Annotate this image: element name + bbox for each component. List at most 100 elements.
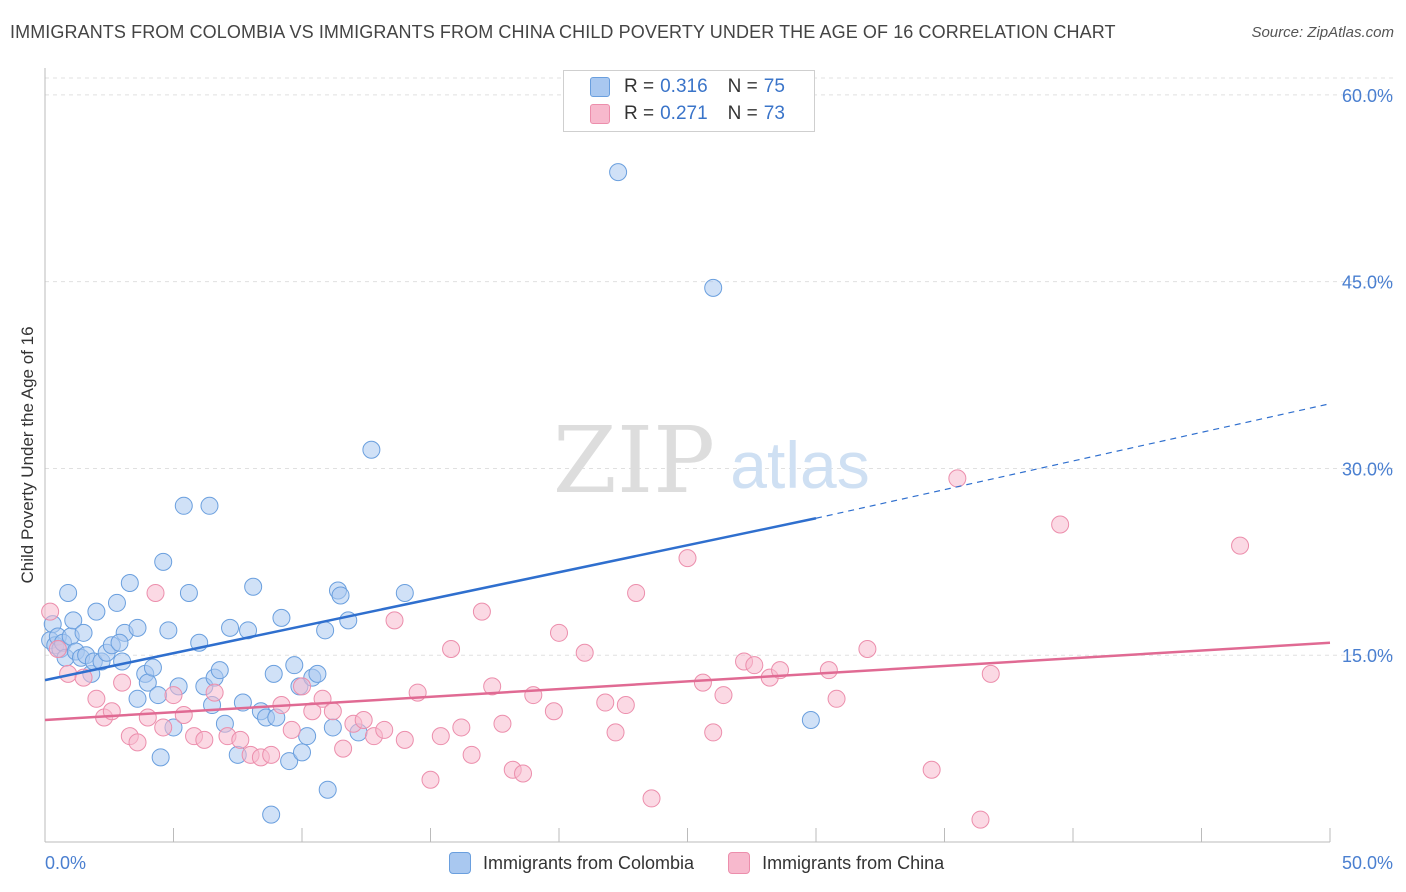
colombia-point [331, 586, 350, 605]
y-axis-label: Child Poverty Under the Age of 16 [18, 326, 37, 584]
chart-source: Source: ZipAtlas.com [1251, 24, 1394, 41]
colombia-point [293, 743, 311, 762]
n-label: N = [727, 76, 758, 97]
data-points [41, 163, 1250, 829]
china-point [472, 602, 491, 621]
china-point [195, 730, 214, 749]
legend-label-china: Immigrants from China [762, 852, 945, 873]
colombia-point [110, 633, 129, 652]
colombia-point [272, 608, 291, 627]
china-point [442, 640, 461, 658]
china-point [544, 702, 563, 721]
china-point [606, 723, 625, 742]
colombia-point [801, 710, 820, 729]
watermark-atlas: atlas [730, 428, 869, 502]
china-point [704, 723, 723, 742]
china-swatch [590, 104, 610, 124]
china-point [128, 733, 147, 752]
colombia-point [316, 621, 335, 640]
legend-item-china[interactable]: Immigrants from China [728, 852, 944, 874]
y-tick-label: 45.0% [1342, 273, 1393, 293]
china-trend-line [44, 641, 1331, 722]
r-label: R = [624, 76, 655, 97]
colombia-point [210, 661, 229, 680]
colombia-point [704, 278, 723, 297]
series-legend: Immigrants from Colombia Immigrants from… [449, 852, 978, 874]
china-point [948, 469, 967, 488]
colombia-trend-line [44, 517, 817, 682]
colombia-point [174, 496, 193, 515]
colombia-point [87, 602, 106, 621]
china-point [48, 640, 67, 658]
colombia-point [120, 574, 139, 593]
china-point [41, 602, 60, 621]
r-value: 0.271 [660, 103, 708, 124]
colombia-point [308, 664, 327, 683]
china-point [164, 686, 183, 705]
china-point [819, 661, 838, 680]
china-point [231, 730, 250, 749]
china-point [493, 714, 512, 733]
china-point [514, 764, 533, 783]
china-point [627, 583, 646, 602]
china-point [323, 702, 342, 721]
r-label: R = [624, 103, 655, 124]
china-point [205, 683, 224, 702]
correlation-legend: R = 0.316 N = 75 R = 0.271 N = 73 [563, 70, 815, 132]
y-tick-label: 60.0% [1342, 86, 1393, 106]
grid-lines [45, 77, 1395, 656]
colombia-point [151, 748, 170, 767]
y-tick-label: 15.0% [1342, 646, 1393, 666]
colombia-trend-extension [815, 403, 1331, 519]
china-point [334, 739, 353, 758]
watermark: ZIP atlas [553, 407, 870, 514]
r-value: 0.316 [660, 76, 708, 97]
china-point [282, 720, 301, 739]
china-point [714, 686, 733, 705]
legend-row-colombia: R = 0.316 N = 75 [590, 75, 785, 99]
n-value: 73 [763, 103, 785, 124]
china-legend-swatch [728, 852, 751, 874]
china-point [616, 696, 635, 715]
colombia-point [179, 583, 198, 602]
y-tick-label: 30.0% [1342, 459, 1393, 479]
china-point [146, 583, 165, 602]
china-point [262, 745, 281, 764]
colombia-point [149, 686, 168, 705]
colombia-point [221, 618, 240, 637]
china-point [154, 718, 173, 737]
legend-label-colombia: Immigrants from Colombia [483, 852, 695, 873]
china-point [827, 689, 846, 708]
china-point [431, 727, 450, 746]
china-point [575, 643, 594, 662]
chart-title: IMMIGRANTS FROM COLOMBIA VS IMMIGRANTS F… [10, 22, 1116, 42]
n-value: 75 [763, 76, 785, 97]
legend-item-colombia[interactable]: Immigrants from Colombia [449, 852, 694, 874]
china-point [87, 689, 106, 708]
colombia-legend-swatch [449, 852, 471, 874]
china-point [452, 718, 471, 737]
n-label: N = [727, 103, 758, 124]
colombia-point [64, 611, 83, 630]
axes [44, 68, 1331, 843]
colombia-point [74, 623, 93, 642]
china-point [293, 677, 311, 696]
china-point [745, 656, 764, 675]
colombia-point [107, 593, 126, 612]
china-point [354, 710, 373, 729]
legend-row-china: R = 0.271 N = 73 [590, 102, 785, 126]
china-point [421, 770, 440, 789]
colombia-point [280, 752, 299, 771]
colombia-point [59, 583, 78, 602]
china-point [462, 745, 481, 764]
china-point [971, 810, 990, 829]
china-point [550, 623, 568, 642]
colombia-point [318, 780, 337, 799]
colombia-point [128, 689, 147, 708]
china-point [642, 789, 661, 808]
colombia-point [154, 552, 173, 571]
colombia-point [298, 727, 317, 746]
china-point [375, 720, 394, 739]
china-point [693, 673, 712, 692]
